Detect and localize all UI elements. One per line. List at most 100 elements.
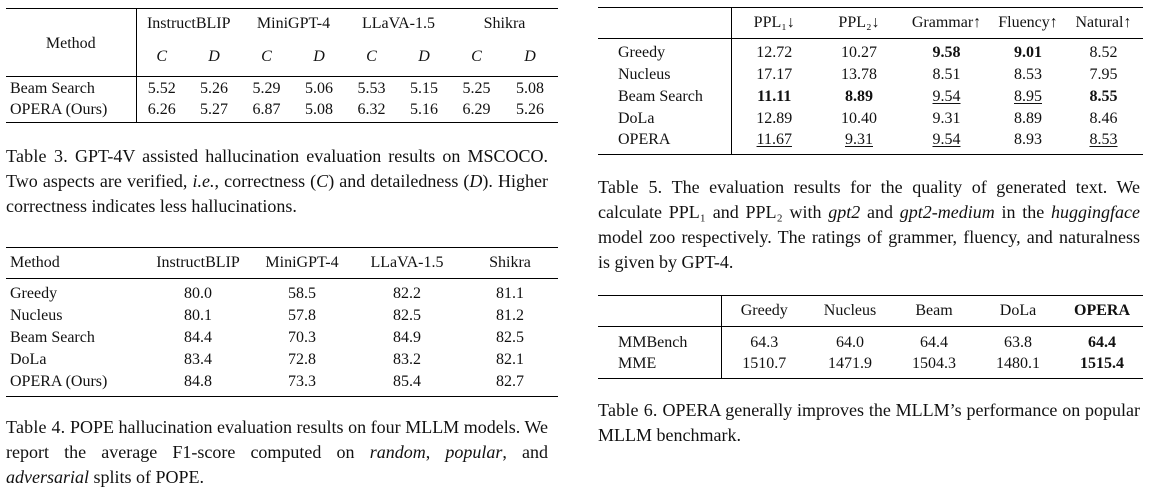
row-label: Beam Search: [6, 76, 137, 99]
cell: 70.3: [288, 328, 316, 346]
caption-text: model zoo respectively. The ratings of g…: [598, 227, 1140, 272]
cell: 13.78: [841, 65, 877, 83]
cell: 8.52: [1089, 44, 1118, 62]
caption-text: splits of POPE.: [93, 467, 205, 487]
cell: 12.89: [756, 109, 793, 127]
cell: 8.51: [932, 65, 961, 83]
cell: 82.2: [393, 285, 421, 303]
caption-text: ,: [425, 442, 431, 462]
table-row: Greedy 12.72 10.27 9.58 9.01 8.52: [598, 38, 1143, 64]
caption-label: Table 5.: [598, 177, 663, 197]
cell: 73.3: [288, 372, 316, 390]
cell: 82.5: [393, 306, 421, 324]
cell: 6.29: [462, 101, 491, 119]
cell: 1510.7: [742, 355, 787, 373]
cell: 6.26: [147, 101, 176, 119]
method-header: Method: [10, 254, 60, 271]
table-5-caption: Table 5. The evaluation results for the …: [598, 175, 1140, 275]
cell: 8.55: [1089, 87, 1118, 105]
model-header: LLaVA-1.5: [361, 14, 436, 32]
row-label: Beam Search: [598, 85, 732, 108]
table-row: OPERA (Ours) 6.26 5.27 6.87 5.08 6.32 5.…: [6, 98, 558, 123]
table-6: Greedy Nucleus Beam DoLa OPERA MMBench 6…: [598, 295, 1143, 379]
table-row: DoLa 12.89 10.40 9.31 8.89 8.46: [598, 107, 1143, 130]
column-header: Natural↑: [1075, 14, 1132, 31]
row-label: Greedy: [598, 38, 732, 64]
row-label: OPERA (Ours): [6, 98, 137, 123]
cell: 64.0: [836, 334, 864, 352]
cell: 5.06: [305, 80, 333, 98]
sub-header-d: D: [524, 48, 536, 66]
cell: 8.95: [1014, 87, 1042, 105]
row-label: DoLa: [10, 350, 47, 368]
caption-text: The evaluation results for the quality o…: [598, 177, 1140, 222]
cell: 9.31: [932, 109, 961, 127]
cell: 5.25: [462, 80, 491, 98]
caption-label: Table 3.: [6, 146, 68, 166]
sub-header-c: C: [366, 48, 377, 66]
column-header: Beam: [915, 302, 953, 319]
model-header: MiniGPT-4: [256, 14, 331, 32]
sub-header-c: C: [261, 48, 272, 66]
row-label: OPERA: [598, 129, 732, 155]
caption-text: POPE hallucination evaluation results on…: [6, 417, 549, 462]
sub-header-d: D: [208, 48, 220, 66]
column-header: PPL₂↓: [838, 14, 880, 31]
cell: 82.5: [496, 328, 524, 346]
table-6-caption: Table 6. OPERA generally improves the ML…: [598, 398, 1140, 448]
table-row: Nucleus 17.17 13.78 8.51 8.53 7.95: [598, 63, 1143, 86]
cell: 8.93: [1014, 131, 1042, 149]
table-row: OPERA 11.67 9.31 9.54 8.93 8.53: [598, 129, 1143, 155]
cell: 12.72: [756, 44, 793, 62]
sub-header-d: D: [313, 48, 325, 66]
table-row: DoLa 83.4 72.8 83.2 82.1: [6, 349, 558, 371]
cell: 84.4: [184, 328, 212, 346]
corner-cell: [598, 7, 732, 39]
column-header: PPL₁↓: [753, 14, 795, 31]
caption-adversarial: adversarial: [6, 467, 89, 487]
cell: 57.8: [288, 306, 316, 324]
caption-gpt2-medium: gpt2-medium: [899, 202, 995, 222]
cell: 8.89: [1014, 109, 1042, 127]
cell: 9.54: [932, 131, 961, 149]
row-label: Greedy: [10, 285, 58, 303]
cell: 80.0: [184, 285, 212, 303]
caption-gpt2: gpt2: [828, 202, 861, 222]
caption-d: D: [469, 171, 483, 191]
cell: 8.46: [1089, 109, 1118, 127]
cell: 5.26: [516, 101, 544, 119]
row-label: Beam Search: [10, 328, 95, 346]
model-header: Shikra: [489, 254, 531, 271]
cell: 6.32: [357, 101, 386, 119]
caption-label: Table 4.: [6, 417, 66, 437]
column-header: OPERA: [1074, 302, 1130, 319]
cell: 11.11: [757, 87, 792, 105]
cell: 64.4: [920, 334, 948, 352]
table-row: Beam Search 11.11 8.89 9.54 8.95 8.55: [598, 85, 1143, 108]
table-4: Method InstructBLIP MiniGPT-4 LLaVA-1.5 …: [6, 247, 558, 397]
cell: 82.1: [496, 350, 524, 368]
cell: 5.15: [410, 80, 438, 98]
sub-header-c: C: [471, 48, 482, 66]
table-row: Beam Search 5.52 5.26 5.29 5.06 5.53 5.1…: [6, 76, 558, 99]
cell: 85.4: [393, 372, 421, 390]
cell: 58.5: [288, 285, 316, 303]
corner-cell: [598, 295, 722, 327]
caption-text: OPERA generally improves the MLLM’s perf…: [598, 400, 1140, 445]
row-label: OPERA (Ours): [10, 372, 108, 390]
cell: 81.2: [496, 306, 524, 324]
column-header: DoLa: [999, 302, 1037, 319]
caption-text: GPT-4V assisted hallucination evaluation…: [6, 146, 548, 191]
caption-huggingface: huggingface: [1051, 202, 1141, 222]
cell: 6.87: [252, 101, 281, 119]
row-label: MME: [598, 353, 722, 379]
cell: 5.53: [357, 80, 386, 98]
row-label: DoLa: [598, 107, 732, 130]
table-row: Nucleus 80.1 57.8 82.5 81.2: [6, 305, 558, 327]
caption-popular: popular: [445, 442, 503, 462]
column-header: Grammar↑: [911, 14, 982, 31]
sub-header-d: D: [418, 48, 430, 66]
cell: 1504.3: [912, 355, 956, 373]
model-header: InstructBLIP: [146, 14, 231, 32]
table-row: Beam Search 84.4 70.3 84.9 82.5: [6, 327, 558, 349]
